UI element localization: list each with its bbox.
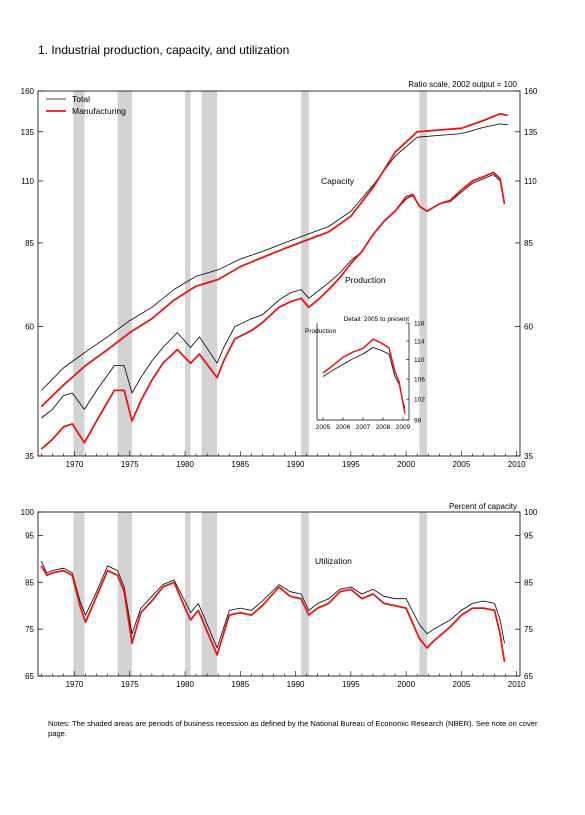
- top-recession-bar-1: [73, 91, 85, 456]
- top-y-tick-label-left: 160: [21, 87, 35, 96]
- bottom-x-tick-label: 2000: [397, 680, 415, 689]
- top-y-tick-label-left: 35: [25, 452, 34, 461]
- bottom-x-tick-label: 1995: [342, 680, 360, 689]
- bottom-y-tick-label-right: 100: [524, 508, 538, 517]
- top-y-tick-label-right: 135: [524, 128, 538, 137]
- bottom-y-tick-label-left: 75: [25, 625, 34, 634]
- bottom-y-tick-label-right: 95: [524, 531, 533, 540]
- bottom-recession-bar-1: [73, 512, 85, 676]
- top-recession-bar-2: [117, 91, 132, 456]
- bottom-total-line: [40, 561, 505, 649]
- bottom-recession-bar-4: [201, 512, 218, 676]
- bottom-recession-bar-6: [419, 512, 428, 676]
- scale-note-top: Ratio scale, 2002 output = 100: [408, 80, 517, 89]
- notes: Notes: The shaded areas are periods of b…: [48, 719, 538, 738]
- top-x-tick-label: 2005: [453, 460, 471, 469]
- top-production-total-line: [41, 174, 505, 419]
- inset-y-tick-label: 118: [414, 321, 425, 328]
- inset-x-tick-label: 2005: [316, 424, 331, 431]
- inset-ylabel: Production: [305, 328, 336, 335]
- bottom-recession-bar-3: [185, 512, 191, 676]
- top-recession-bar-6: [419, 91, 428, 456]
- top-x-tick-label: 2000: [397, 460, 415, 469]
- top-capacity-total-line: [41, 123, 508, 391]
- top-x-tick-label: 1995: [342, 460, 360, 469]
- top-x-tick-label: 1990: [287, 460, 305, 469]
- inset-x-tick-label: 2007: [356, 424, 371, 431]
- inset-x-tick-label: 2008: [376, 424, 391, 431]
- bottom-x-tick-label: 2010: [508, 680, 526, 689]
- bottom-x-tick-label: 1985: [231, 680, 249, 689]
- bottom-y-tick-label-left: 100: [21, 508, 35, 517]
- top-y-tick-label-right: 110: [524, 177, 537, 186]
- capacity-annotation: Capacity: [321, 176, 355, 186]
- bottom-x-tick-label: 1970: [66, 680, 84, 689]
- inset-y-tick-label: 98: [414, 418, 422, 425]
- top-recession-bar-3: [185, 91, 191, 456]
- top-y-tick-label-left: 85: [25, 239, 34, 248]
- inset-x-tick-label: 2009: [396, 424, 411, 431]
- top-recession-bar-5: [301, 91, 309, 456]
- top-y-tick-label-left: 60: [25, 323, 34, 332]
- utilization-annotation: Utilization: [315, 556, 352, 566]
- bottom-manufacturing-line: [40, 565, 506, 663]
- bottom-x-tick-label: 2005: [453, 680, 471, 689]
- bottom-recession-bar-5: [301, 512, 309, 676]
- inset-title: Detail: 2005 to present: [344, 316, 410, 323]
- inset-y-tick-label: 110: [414, 357, 425, 364]
- bottom-x-tick-label: 1980: [176, 680, 194, 689]
- bottom-x-tick-label: 1990: [287, 680, 305, 689]
- top-x-tick-label: 2010: [508, 460, 526, 469]
- top-y-tick-label-right: 35: [524, 452, 533, 461]
- scale-note-bottom: Percent of capacity: [449, 502, 517, 511]
- inset-y-tick-label: 106: [414, 377, 425, 384]
- top-y-tick-label-right: 85: [524, 239, 533, 248]
- bottom-y-tick-label-left: 85: [25, 578, 34, 587]
- bottom-y-tick-label-left: 95: [25, 531, 34, 540]
- top-y-tick-label-right: 160: [524, 87, 538, 96]
- page-title: 1. Industrial production, capacity, and …: [38, 43, 290, 57]
- top-y-tick-label-left: 135: [21, 128, 35, 137]
- bottom-y-tick-label-right: 75: [524, 625, 533, 634]
- bottom-plot-frame: [37, 511, 521, 677]
- top-x-tick-label: 1985: [231, 460, 249, 469]
- top-y-tick-label-left: 110: [21, 177, 34, 186]
- legend-manufacturing-label: Manufacturing: [72, 106, 126, 116]
- top-x-tick-label: 1970: [66, 460, 84, 469]
- top-x-tick-label: 1980: [176, 460, 194, 469]
- legend-total-label: Total: [72, 94, 90, 104]
- top-plot-frame: [37, 90, 521, 457]
- production-annotation: Production: [345, 275, 386, 285]
- inset-y-tick-label: 114: [414, 339, 425, 346]
- top-y-tick-label-right: 60: [524, 323, 533, 332]
- top-production-manufacturing-line: [40, 171, 506, 450]
- top-capacity-manufacturing-line: [40, 112, 508, 408]
- bottom-y-tick-label-right: 65: [524, 672, 533, 681]
- bottom-y-tick-label-right: 85: [524, 578, 533, 587]
- top-recession-bar-4: [201, 91, 218, 456]
- inset-manufacturing-line: [322, 338, 406, 414]
- inset-y-tick-label: 102: [414, 397, 425, 404]
- top-x-tick-label: 1975: [121, 460, 139, 469]
- bottom-y-tick-label-left: 65: [25, 672, 34, 681]
- inset-x-tick-label: 2006: [336, 424, 351, 431]
- bottom-x-tick-label: 1975: [121, 680, 139, 689]
